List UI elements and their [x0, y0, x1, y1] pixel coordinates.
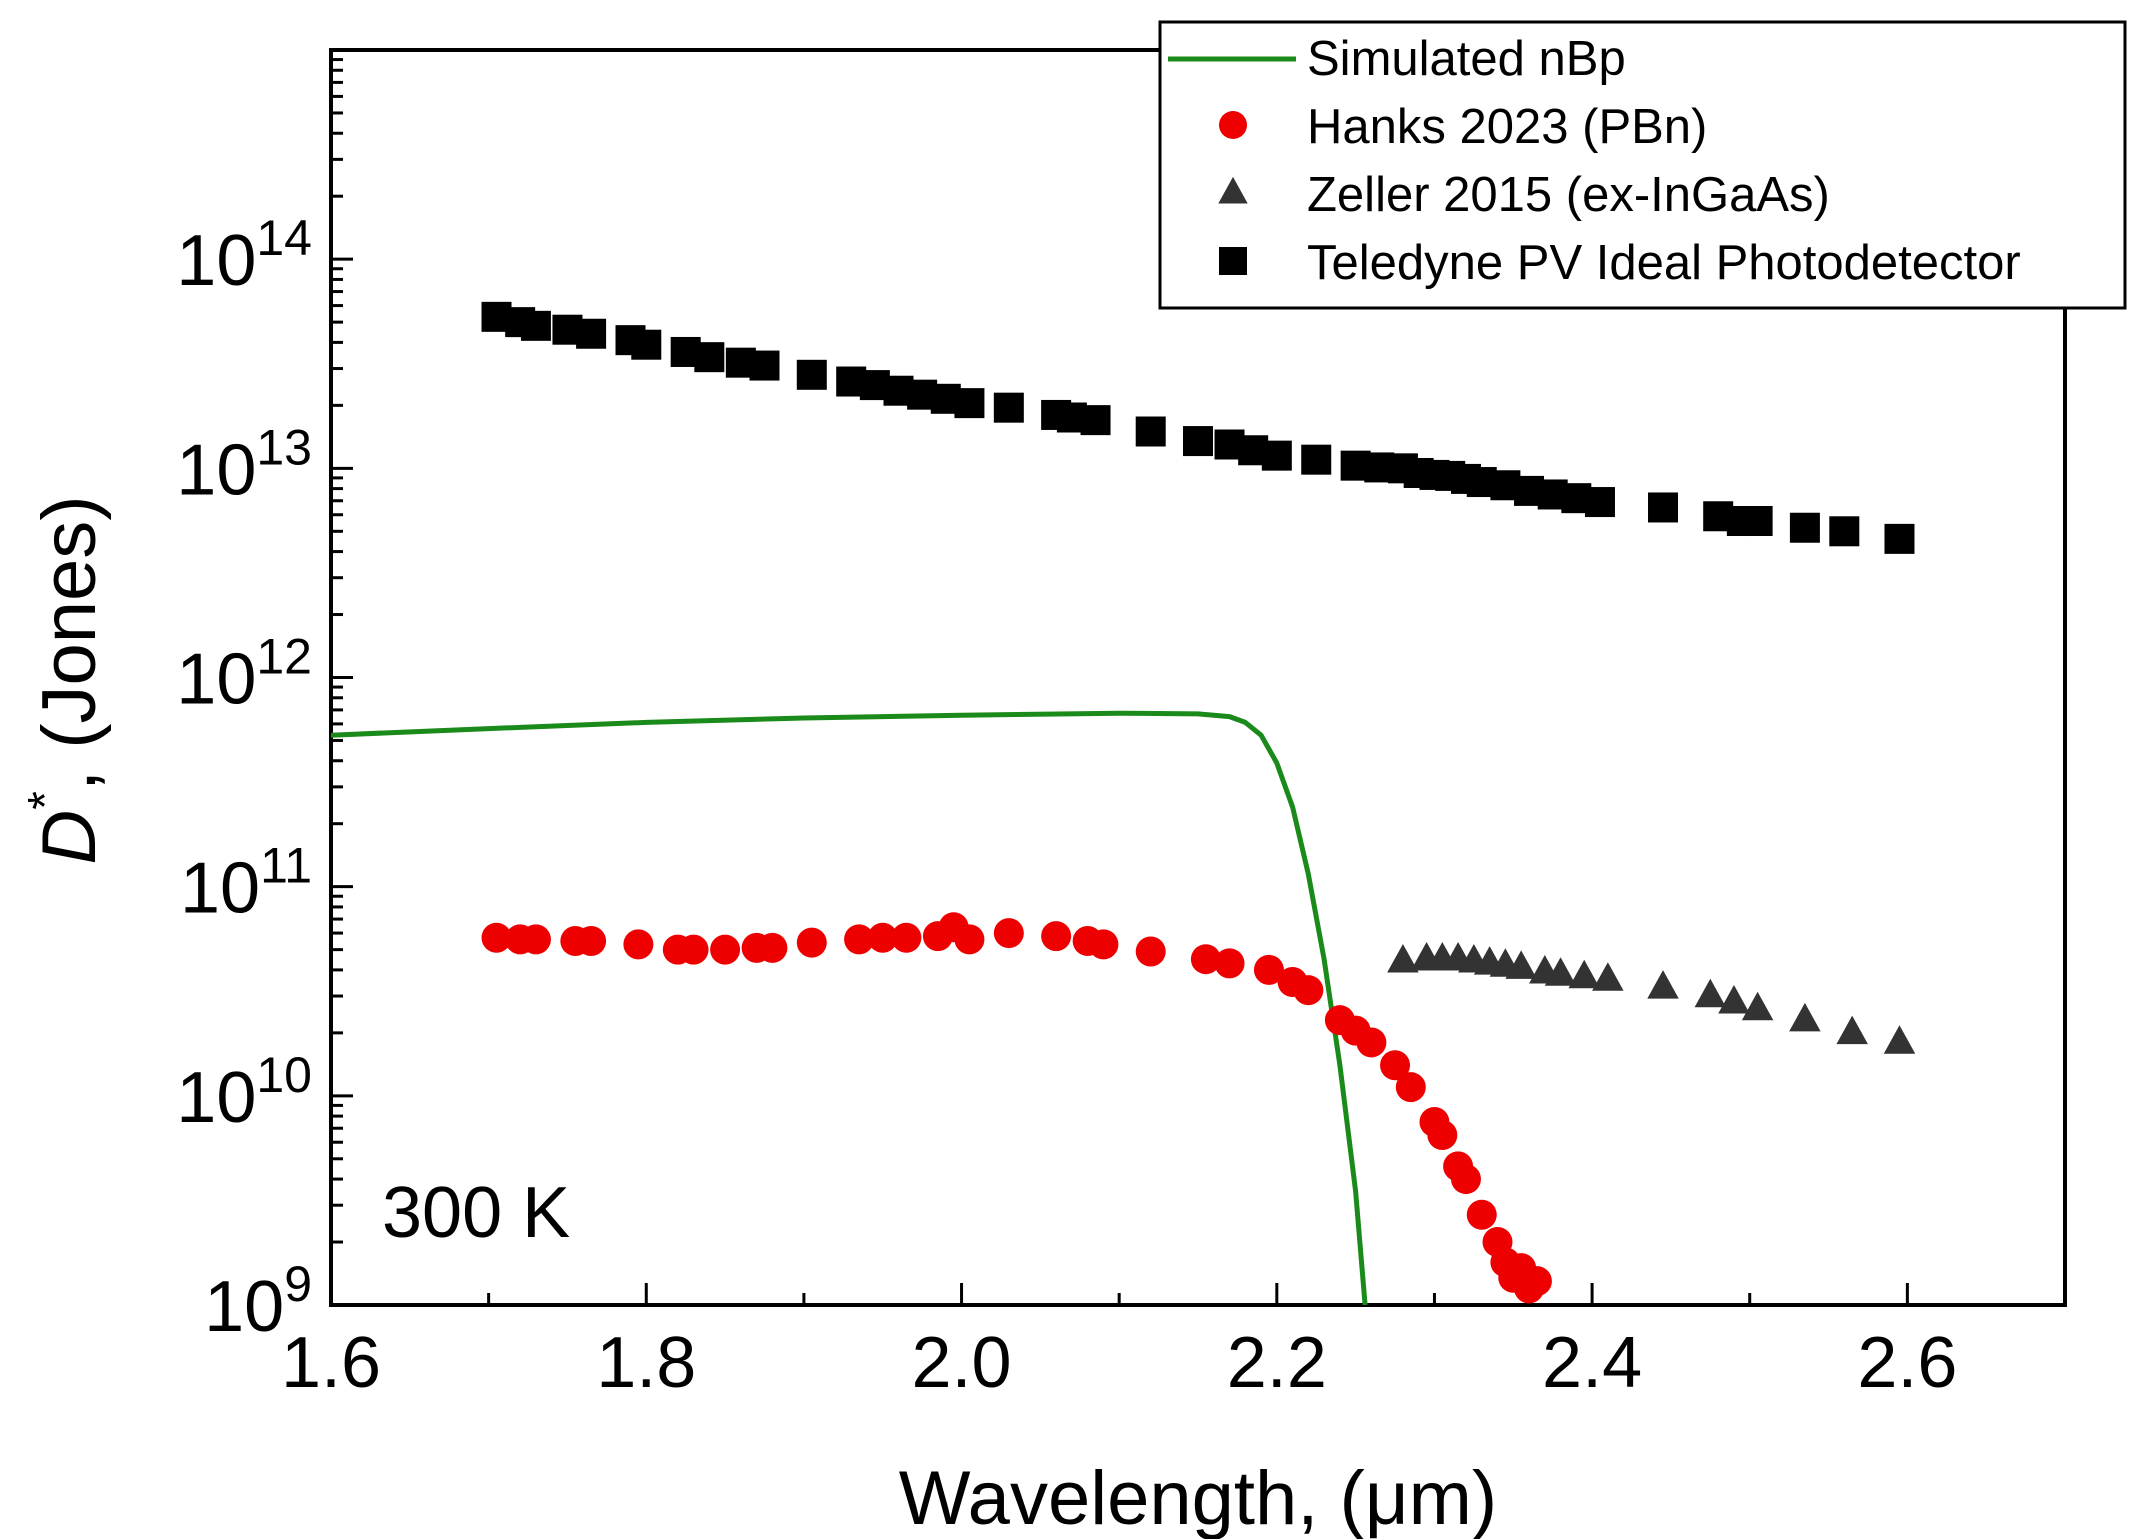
data-point-square	[520, 310, 551, 341]
data-point-circle	[481, 922, 512, 953]
x-axis-tick-labels: 1.6 1.8 2.0 2.2 2.4 2.6	[281, 1323, 1957, 1403]
data-point-triangle	[1387, 943, 1419, 973]
data-point-square	[1742, 506, 1773, 537]
data-point-square	[1261, 440, 1292, 471]
data-point-square	[1080, 405, 1111, 436]
series-1	[481, 912, 1552, 1304]
data-point-circle	[1521, 1266, 1552, 1297]
data-point-circle	[1450, 1164, 1481, 1195]
x-tick-label: 2.6	[1857, 1323, 1957, 1403]
data-point-triangle	[1505, 950, 1537, 979]
data-point-triangle	[1883, 1025, 1916, 1054]
series-2	[1387, 941, 1916, 1054]
legend-box	[1158, 20, 2127, 310]
series-3	[481, 301, 1915, 554]
data-point-circle	[993, 918, 1024, 949]
y-axis-title: D*, (Jones)	[19, 495, 112, 864]
y-axis-title-rest: , (Jones)	[27, 495, 112, 791]
data-point-triangle	[1568, 959, 1600, 989]
data-point-circle	[796, 927, 827, 958]
data-point-circle	[1214, 948, 1245, 979]
data-point-square	[1183, 426, 1213, 457]
y-axis-title-sup: *	[19, 791, 72, 810]
x-tick-label: 1.8	[596, 1323, 696, 1403]
x-tick-label: 1.6	[281, 1323, 381, 1403]
data-point-triangle	[1836, 1015, 1868, 1045]
legend-label: Hanks 2023 (PBn)	[1307, 100, 1707, 154]
y-tick-label: 1010	[176, 1047, 312, 1138]
data-point-circle	[757, 932, 788, 963]
data-point-triangle	[1544, 957, 1577, 986]
x-tick-label: 2.0	[911, 1323, 1011, 1403]
legend-label: Teledyne PV Ideal Photodetector	[1307, 236, 2021, 290]
data-point-circle	[867, 922, 898, 953]
data-point-circle	[710, 934, 741, 965]
data-point-circle	[623, 929, 654, 960]
x-tick-label: 2.4	[1542, 1323, 1642, 1403]
data-point-circle	[1356, 1027, 1387, 1058]
data-point-circle	[1041, 921, 1072, 952]
y-tick-label: 1011	[180, 838, 312, 929]
data-point-triangle	[1647, 970, 1679, 999]
y-tick-label: 109	[204, 1256, 312, 1347]
data-point-circle	[520, 924, 551, 955]
data-point-circle	[1190, 944, 1221, 975]
legend-marker-triangle	[1218, 176, 1248, 204]
x-axis-ticks	[329, 1283, 2067, 1305]
data-point-square	[749, 350, 780, 381]
data-point-square	[1301, 444, 1332, 475]
data-point-square	[993, 392, 1024, 423]
data-point-circle	[1466, 1199, 1497, 1230]
data-point-square	[576, 318, 607, 349]
data-point-square	[1789, 512, 1820, 543]
y-axis-ticks	[331, 48, 353, 1307]
y-axis-title-main: D	[27, 810, 112, 865]
data-point-square	[1648, 492, 1679, 523]
data-point-triangle	[1741, 991, 1774, 1021]
y-tick-label: 1012	[176, 629, 312, 720]
data-point-square	[1135, 416, 1166, 447]
data-point-circle	[954, 924, 985, 955]
data-point-circle	[678, 934, 709, 965]
data-point-circle	[1135, 936, 1166, 967]
legend-marker-circle	[1219, 111, 1247, 139]
legend: Simulated nBp Hanks 2023 (PBn) Zeller 2015…	[1158, 20, 2127, 310]
data-point-square	[1584, 487, 1615, 518]
data-point-square	[631, 329, 662, 360]
data-point-circle	[891, 922, 922, 953]
data-point-square	[1884, 523, 1915, 554]
legend-marker-square	[1219, 247, 1247, 275]
series-layer	[331, 301, 1916, 1305]
data-point-circle	[1427, 1119, 1458, 1150]
data-point-square	[796, 359, 827, 390]
data-point-triangle	[1694, 978, 1727, 1008]
data-point-circle	[1253, 954, 1284, 985]
legend-label: Simulated nBp	[1307, 32, 1626, 86]
data-point-circle	[1088, 929, 1119, 960]
data-point-triangle	[1592, 962, 1624, 991]
data-point-square	[694, 342, 725, 373]
data-point-circle	[844, 924, 875, 955]
legend-label: Zeller 2015 (ex-InGaAs)	[1307, 168, 1830, 222]
data-point-triangle	[1789, 1002, 1821, 1032]
data-point-circle	[1293, 975, 1324, 1006]
data-point-circle	[1395, 1072, 1426, 1103]
x-tick-label: 2.2	[1227, 1323, 1327, 1403]
series-0	[331, 710, 1368, 1305]
y-tick-label: 1014	[176, 210, 312, 301]
y-axis-tick-labels: 109 1010 1011 1012 1013 1014	[176, 210, 312, 1347]
data-point-circle	[576, 925, 607, 956]
temperature-annotation: 300 K	[382, 1173, 570, 1253]
data-point-square	[954, 388, 985, 419]
x-axis-title: Wavelength, (μm)	[899, 1456, 1497, 1539]
data-point-circle	[1380, 1050, 1411, 1081]
y-tick-label: 1013	[176, 419, 312, 510]
series-line-simulated-nbp	[331, 710, 1368, 1305]
data-point-square	[1829, 516, 1860, 547]
data-point-triangle	[1718, 985, 1750, 1014]
